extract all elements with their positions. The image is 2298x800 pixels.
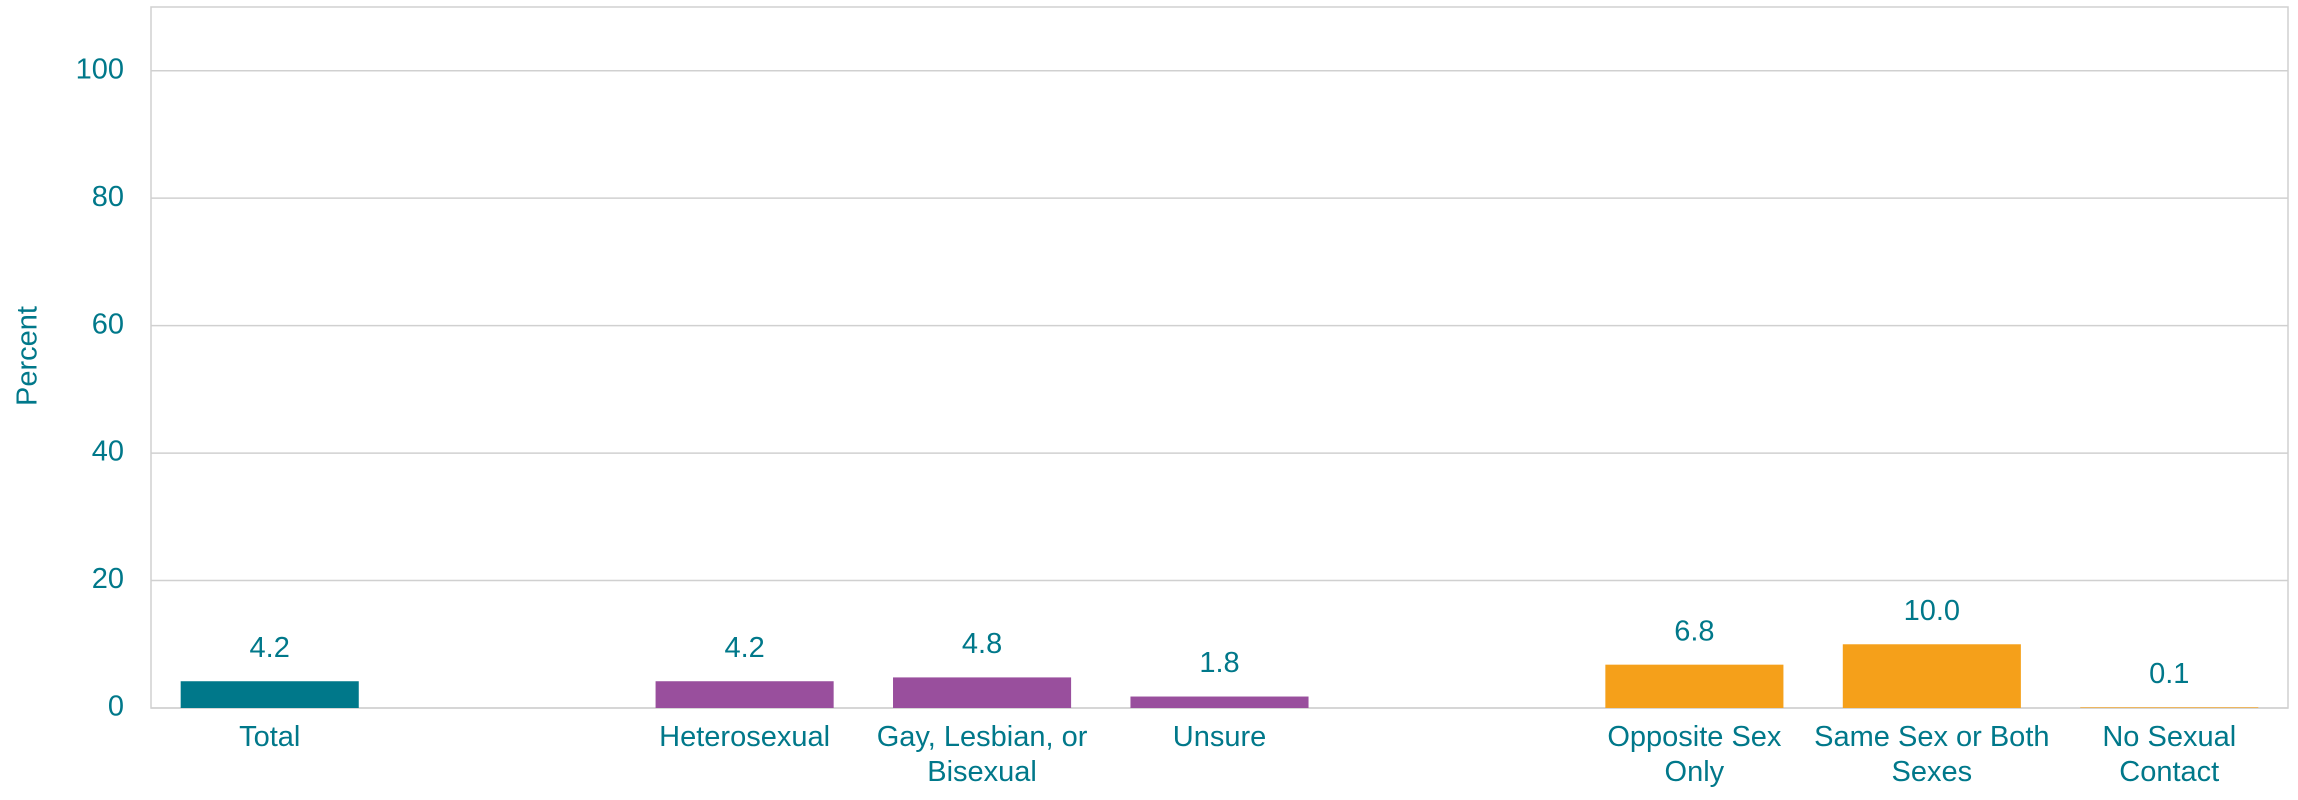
bar: [1605, 664, 1784, 708]
data-label: 0.1: [2149, 658, 2189, 690]
x-tick-label: Total: [239, 721, 301, 753]
data-label: 4.8: [962, 628, 1002, 660]
bar: [2080, 707, 2259, 708]
x-tick-label: Opposite Sex Only: [1607, 721, 1782, 788]
y-tick-label: 40: [92, 436, 124, 468]
plot-frame: [150, 6, 2289, 709]
y-tick-label: 60: [92, 308, 124, 340]
data-label: 6.8: [1674, 615, 1714, 647]
y-tick-label: 100: [76, 53, 124, 85]
bar: [1842, 644, 2021, 708]
y-tick-label: 80: [92, 181, 124, 213]
y-tick-label: 20: [92, 563, 124, 595]
y-tick-label: 0: [108, 691, 124, 723]
x-tick-label: No Sexual Contact: [2102, 721, 2237, 788]
x-tick-label: Same Sex or Both Sexes: [1814, 721, 2050, 788]
y-axis-label: Percent: [12, 306, 44, 406]
bar: [893, 677, 1072, 708]
data-label: 10.0: [1904, 595, 1960, 627]
data-label: 4.2: [250, 632, 290, 664]
bar: [655, 681, 834, 708]
x-tick-label: Heterosexual: [659, 721, 831, 753]
bar: [180, 681, 359, 708]
bar: [1130, 696, 1309, 708]
data-label: 1.8: [1199, 647, 1239, 679]
x-tick-label: Unsure: [1172, 721, 1267, 753]
data-label: 4.2: [724, 632, 764, 664]
x-tick-label: Gay, Lesbian, or Bisexual: [876, 721, 1088, 788]
